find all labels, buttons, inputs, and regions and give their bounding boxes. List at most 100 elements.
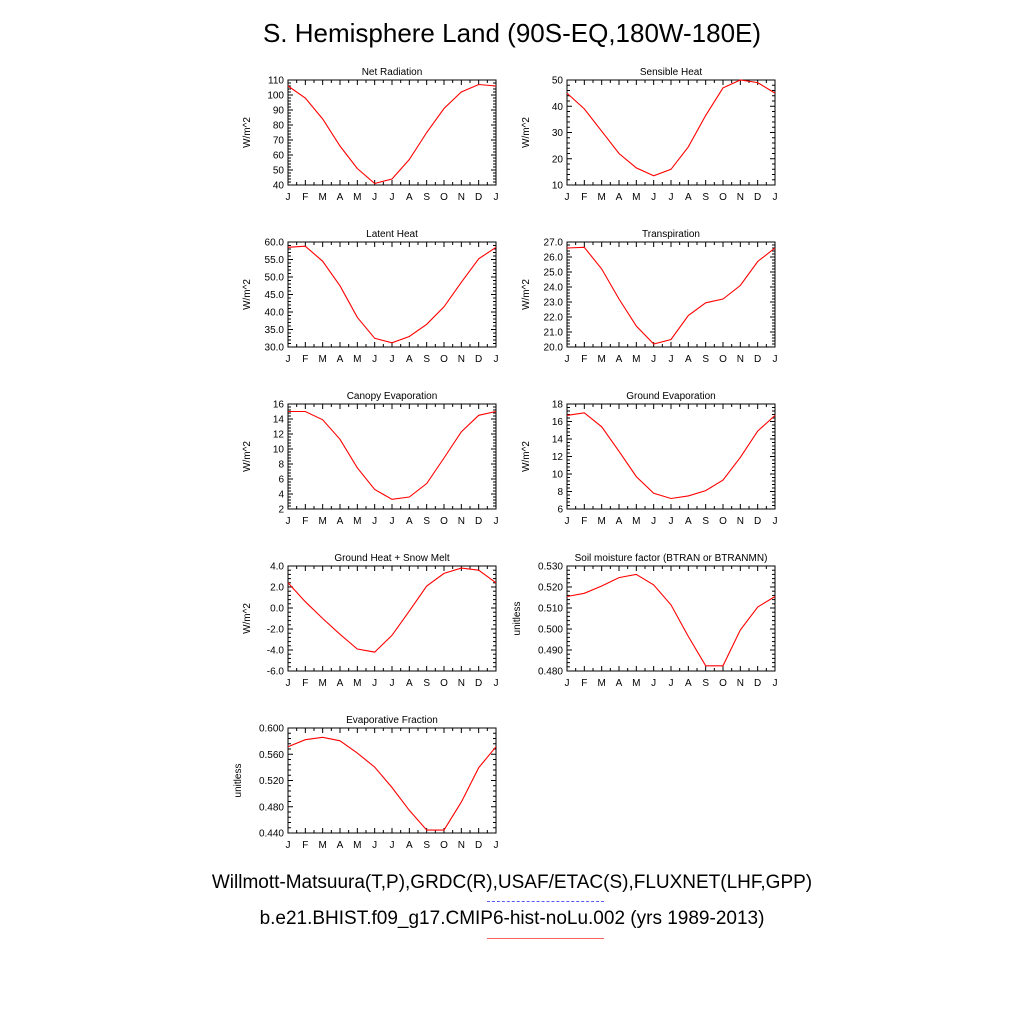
x-tick-label: A [337,516,344,527]
x-tick-label: N [458,678,465,689]
x-tick-label: A [406,840,413,851]
x-tick-label: A [685,516,692,527]
x-tick-label: D [754,354,761,365]
legend-observations-label: Willmott-Matsuura(T,P),GRDC(R),USAF/ETAC… [211,872,813,893]
x-tick-label: D [475,354,482,365]
y-tick-label: 14 [552,435,564,446]
y-tick-label: 0.510 [538,604,563,615]
x-tick-label: J [669,192,674,203]
y-tick-label: 4.0 [270,562,284,573]
series-line-latent-heat [287,245,497,344]
y-tick-label: 21.0 [544,328,564,339]
x-tick-label: J [773,354,778,365]
series-line-canopy-evaporation [288,410,497,500]
x-tick-label: A [406,354,413,365]
series-line-ground-evaporation [566,412,776,500]
y-tick-label: 10 [552,181,564,192]
x-tick-label: N [737,516,744,527]
y-tick-label: 16 [552,417,564,428]
y-tick-label: 6 [278,475,284,486]
panel-title: Transpiration [642,229,700,240]
panel-title: Latent Heat [366,229,418,240]
x-tick-label: J [565,354,570,365]
x-tick-label: J [773,192,778,203]
x-tick-label: S [702,678,709,689]
y-axis-label: W/m^2 [521,117,532,148]
x-tick-label: J [372,516,377,527]
x-tick-label: F [581,678,587,689]
y-tick-label: 45.0 [265,290,285,301]
y-tick-label: 80 [273,121,285,132]
x-tick-label: O [440,840,448,851]
y-tick-label: 100 [267,91,284,102]
plot-frame [287,565,497,672]
y-axis-label: W/m^2 [521,441,532,472]
x-tick-label: M [353,678,361,689]
y-tick-label: 12 [273,430,285,441]
x-tick-label: J [390,192,395,203]
x-tick-label: M [318,516,326,527]
plot-frame [287,403,497,510]
series-line-ground-heat-snow-melt [287,567,497,653]
x-tick-label: O [440,678,448,689]
x-tick-label: J [372,678,377,689]
y-tick-label: 30 [552,128,564,139]
y-tick-label: 40 [552,102,564,113]
x-tick-label: M [318,354,326,365]
y-tick-label: 0.560 [259,750,284,761]
x-tick-label: F [302,678,308,689]
plot-frame [287,727,497,834]
x-tick-label: M [632,354,640,365]
y-tick-label: 12 [552,452,564,463]
y-tick-label: 70 [273,136,285,147]
x-tick-label: J [669,516,674,527]
x-tick-label: N [458,354,465,365]
y-axis-label: unitless [233,764,244,798]
x-tick-label: J [651,678,656,689]
y-axis-label: W/m^2 [242,441,253,472]
x-tick-label: M [318,678,326,689]
y-tick-label: 0.500 [538,625,563,636]
x-tick-label: O [440,192,448,203]
y-tick-label: 22.0 [544,313,564,324]
series-line-sensible-heat [566,79,776,177]
y-tick-label: 0.480 [538,667,563,678]
x-tick-label: O [719,678,727,689]
y-axis-label: W/m^2 [242,603,253,634]
x-tick-label: M [353,354,361,365]
x-tick-label: O [440,516,448,527]
x-tick-label: J [651,192,656,203]
chart-soil-moisture-factor-btran-or-btranmn: Soil moisture factor (BTRAN or BTRANMN) J… [512,553,778,689]
x-tick-label: J [286,354,291,365]
x-tick-label: J [669,678,674,689]
y-tick-label: -4.0 [267,646,285,657]
series-line-net-radiation [287,83,497,185]
y-tick-label: 20 [552,154,564,165]
y-tick-label: 0.480 [259,802,284,813]
y-tick-label: 8 [557,487,563,498]
x-tick-label: N [458,192,465,203]
y-tick-label: 35.0 [265,325,285,336]
series-line-evaporative-fraction [287,736,497,831]
x-tick-label: J [390,840,395,851]
y-tick-label: -6.0 [267,667,285,678]
y-axis-label: W/m^2 [242,279,253,310]
y-tick-label: 40 [273,181,285,192]
x-tick-label: J [372,192,377,203]
x-tick-label: D [754,192,761,203]
x-tick-label: F [581,516,587,527]
x-tick-label: J [651,354,656,365]
x-tick-label: J [390,678,395,689]
y-tick-label: 2.0 [270,583,284,594]
x-tick-label: M [353,516,361,527]
x-tick-label: M [597,678,605,689]
x-tick-label: M [318,192,326,203]
x-tick-label: M [632,192,640,203]
y-axis-label: W/m^2 [242,117,253,148]
x-tick-label: J [494,192,499,203]
y-tick-label: 0.600 [259,724,284,735]
y-tick-label: 0.520 [538,583,563,594]
